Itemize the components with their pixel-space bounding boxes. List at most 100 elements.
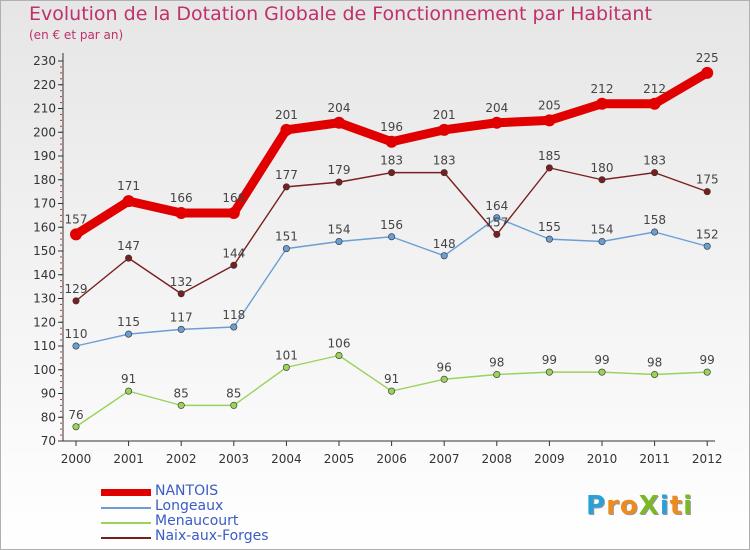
y-tick-label: 90 xyxy=(41,387,56,401)
data-label-nantois: 201 xyxy=(433,108,456,122)
y-tick-label: 130 xyxy=(33,292,56,306)
y-tick-label: 170 xyxy=(33,197,56,211)
data-label-menaucourt: 91 xyxy=(384,372,399,386)
legend-swatch-nantois xyxy=(101,489,151,496)
data-point-nantois xyxy=(438,123,451,136)
data-point-menaucourt xyxy=(125,387,133,395)
data-label-longeaux: 151 xyxy=(275,230,298,244)
x-tick-label: 2002 xyxy=(166,452,197,466)
legend-label-longeaux: Longeaux xyxy=(155,498,224,514)
data-point-longeaux xyxy=(230,323,238,331)
data-point-longeaux xyxy=(598,238,606,246)
data-point-longeaux xyxy=(493,214,501,222)
x-tick-label: 2003 xyxy=(219,452,250,466)
data-point-nantois xyxy=(70,228,82,241)
data-label-menaucourt: 85 xyxy=(226,386,241,400)
y-tick-label: 220 xyxy=(33,78,56,92)
data-label-menaucourt: 76 xyxy=(68,408,83,422)
data-label-naix-aux-forges: 183 xyxy=(643,154,666,168)
data-label-naix-aux-forges: 185 xyxy=(538,149,561,163)
plot-area: 157 171 166 166 201 204 196 201 204 205 212 212 225 1… xyxy=(65,51,719,431)
x-tick-label: 2001 xyxy=(113,452,144,466)
data-point-naix-aux-forges xyxy=(440,169,448,177)
data-point-longeaux xyxy=(545,235,553,243)
data-point-menaucourt xyxy=(545,368,553,376)
data-label-menaucourt: 85 xyxy=(174,386,189,400)
data-label-menaucourt: 99 xyxy=(700,353,715,367)
data-label-menaucourt: 106 xyxy=(328,337,351,351)
data-label-nantois: 212 xyxy=(643,82,666,96)
legend-swatch-naix-aux-forges xyxy=(101,537,151,539)
data-point-menaucourt xyxy=(388,387,396,395)
data-point-nantois xyxy=(385,135,398,148)
x-tick-label: 2000 xyxy=(61,452,92,466)
data-label-menaucourt: 99 xyxy=(594,353,609,367)
data-point-naix-aux-forges xyxy=(388,169,396,177)
data-label-menaucourt: 101 xyxy=(275,348,298,362)
y-tick-label: 230 xyxy=(33,54,56,68)
legend-label-naix-aux-forges: Naix-aux-Forges xyxy=(155,528,269,544)
data-point-menaucourt xyxy=(335,351,343,359)
data-point-longeaux xyxy=(335,238,343,246)
data-label-naix-aux-forges: 179 xyxy=(328,163,351,177)
data-label-naix-aux-forges: 147 xyxy=(117,239,140,253)
data-label-menaucourt: 98 xyxy=(647,356,662,370)
data-point-nantois xyxy=(648,97,661,110)
x-tick-label: 2004 xyxy=(271,452,302,466)
data-point-longeaux xyxy=(703,242,711,250)
data-point-naix-aux-forges xyxy=(282,183,290,191)
data-label-nantois: 212 xyxy=(591,82,614,96)
data-label-nantois: 201 xyxy=(275,108,298,122)
data-point-naix-aux-forges xyxy=(598,176,606,184)
x-tick-label: 2006 xyxy=(376,452,407,466)
data-label-nantois: 204 xyxy=(328,101,351,115)
data-point-naix-aux-forges xyxy=(703,188,711,196)
data-point-naix-aux-forges xyxy=(545,164,553,172)
data-point-menaucourt xyxy=(72,423,80,431)
x-tick-label: 2005 xyxy=(324,452,355,466)
x-tick-label: 2010 xyxy=(587,452,618,466)
data-label-nantois: 166 xyxy=(222,191,245,205)
data-label-naix-aux-forges: 129 xyxy=(65,282,88,296)
data-point-nantois xyxy=(701,66,714,79)
data-point-naix-aux-forges xyxy=(177,290,185,298)
data-label-naix-aux-forges: 177 xyxy=(275,168,298,182)
data-label-nantois: 225 xyxy=(696,51,719,65)
x-tick-label: 2011 xyxy=(639,452,670,466)
data-point-longeaux xyxy=(125,330,133,338)
data-label-nantois: 171 xyxy=(117,179,140,193)
data-point-nantois xyxy=(227,207,240,219)
data-label-nantois: 204 xyxy=(485,101,508,115)
y-tick-label: 70 xyxy=(41,434,56,448)
data-label-longeaux: 148 xyxy=(433,237,456,251)
data-point-naix-aux-forges xyxy=(125,254,133,262)
y-tick-label: 160 xyxy=(33,220,56,234)
data-label-nantois: 157 xyxy=(65,212,88,226)
data-label-longeaux: 152 xyxy=(696,227,719,241)
legend-swatch-menaucourt xyxy=(101,522,151,524)
x-tick-label: 2008 xyxy=(482,452,513,466)
data-point-longeaux xyxy=(177,325,185,333)
data-label-naix-aux-forges: 132 xyxy=(170,275,193,289)
data-point-longeaux xyxy=(440,252,448,260)
data-point-nantois xyxy=(596,97,608,110)
data-label-longeaux: 164 xyxy=(485,199,508,213)
data-point-nantois xyxy=(122,195,135,208)
data-point-longeaux xyxy=(72,342,80,350)
data-point-menaucourt xyxy=(177,401,185,409)
data-point-menaucourt xyxy=(703,368,711,376)
y-tick-label: 190 xyxy=(33,149,56,163)
data-point-naix-aux-forges xyxy=(493,230,501,238)
data-label-naix-aux-forges: 157 xyxy=(485,215,508,229)
data-label-longeaux: 118 xyxy=(222,308,245,322)
data-label-longeaux: 154 xyxy=(591,223,614,237)
data-point-longeaux xyxy=(388,233,396,241)
data-label-menaucourt: 98 xyxy=(489,356,504,370)
y-tick-label: 200 xyxy=(33,125,56,139)
data-label-nantois: 166 xyxy=(170,191,193,205)
data-label-menaucourt: 99 xyxy=(542,353,557,367)
axes: 7080901001101201301401501601701801902002… xyxy=(33,53,722,466)
data-point-naix-aux-forges xyxy=(335,178,343,186)
data-point-naix-aux-forges xyxy=(230,261,238,269)
